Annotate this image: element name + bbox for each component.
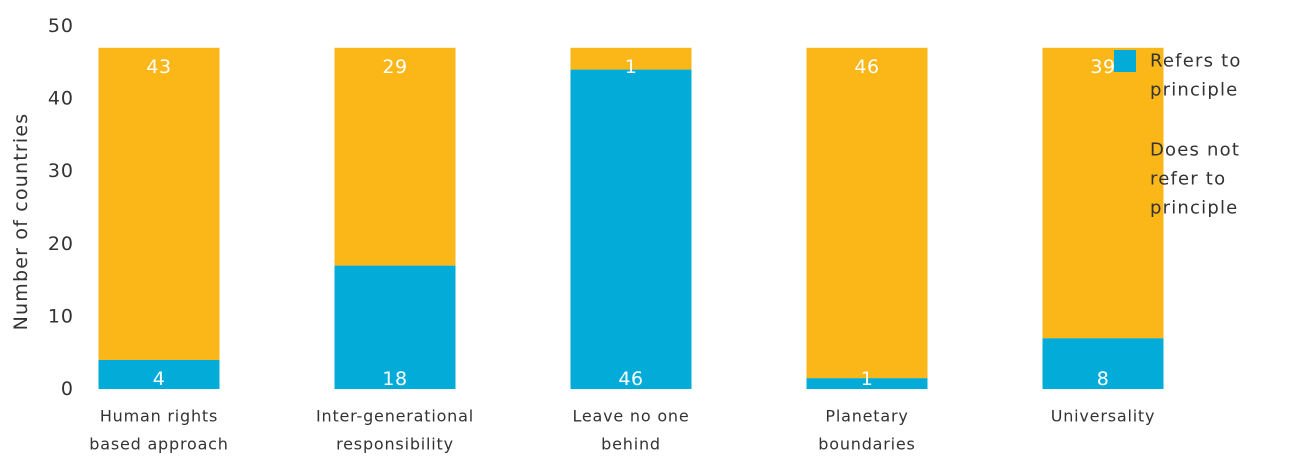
bars: 4 43 18 29 46 1 1 46 8 39 [98, 47, 1164, 390]
legend-swatch [1114, 50, 1136, 72]
legend-label: principle [1150, 198, 1238, 219]
bar-segment-refers [570, 69, 692, 389]
x-category-label: based approach [89, 435, 228, 454]
bar-segment-refers [98, 359, 220, 389]
bar-segment-refers [334, 265, 456, 389]
bar-segment-does-not-refer [806, 47, 928, 379]
bar-segment-does-not-refer [98, 47, 220, 360]
x-category-label: Inter-generational [316, 407, 474, 426]
y-tick-label: 50 [48, 15, 74, 37]
y-tick-label: 0 [61, 378, 74, 400]
x-category-label: boundaries [818, 435, 915, 454]
x-category-label: Human rights [100, 407, 218, 426]
x-category-label: responsibility [336, 435, 454, 454]
bar-segment-does-not-refer [570, 47, 692, 70]
bar-segment-refers [806, 378, 928, 389]
y-axis-title: Number of countries [10, 113, 32, 331]
x-axis: Human rights based approach Inter-generati… [89, 407, 1156, 454]
y-tick-label: 30 [48, 160, 74, 182]
data-label-does-not-refer: 46 [854, 56, 879, 78]
legend-swatch [1114, 139, 1136, 161]
x-category-label: Planetary [825, 407, 908, 426]
bar-segment-refers [1042, 338, 1164, 389]
data-label-refers: 1 [861, 368, 874, 390]
data-label-refers: 8 [1097, 368, 1110, 390]
x-category-label: Universality [1051, 407, 1156, 426]
data-label-refers: 18 [382, 368, 407, 390]
y-axis: 0 10 20 30 40 50 [48, 15, 74, 400]
data-label-does-not-refer: 43 [146, 56, 171, 78]
legend: Refers to principle Does not refer to princi… [1114, 50, 1242, 219]
data-label-does-not-refer: 29 [382, 56, 407, 78]
legend-label: principle [1150, 80, 1238, 101]
y-tick-label: 20 [48, 233, 74, 255]
legend-label: refer to [1150, 169, 1226, 190]
data-label-does-not-refer: 39 [1090, 56, 1115, 78]
y-tick-label: 10 [48, 305, 74, 327]
bar-segment-does-not-refer [1042, 47, 1164, 339]
data-label-refers: 46 [618, 368, 643, 390]
data-label-refers: 4 [153, 368, 166, 390]
data-label-does-not-refer: 1 [625, 56, 638, 78]
y-tick-label: 40 [48, 88, 74, 110]
legend-label: Refers to [1150, 51, 1242, 72]
x-category-label: behind [601, 435, 661, 454]
bar-segment-does-not-refer [334, 47, 456, 266]
x-category-label: Leave no one [572, 407, 689, 426]
legend-label: Does not [1150, 140, 1240, 161]
